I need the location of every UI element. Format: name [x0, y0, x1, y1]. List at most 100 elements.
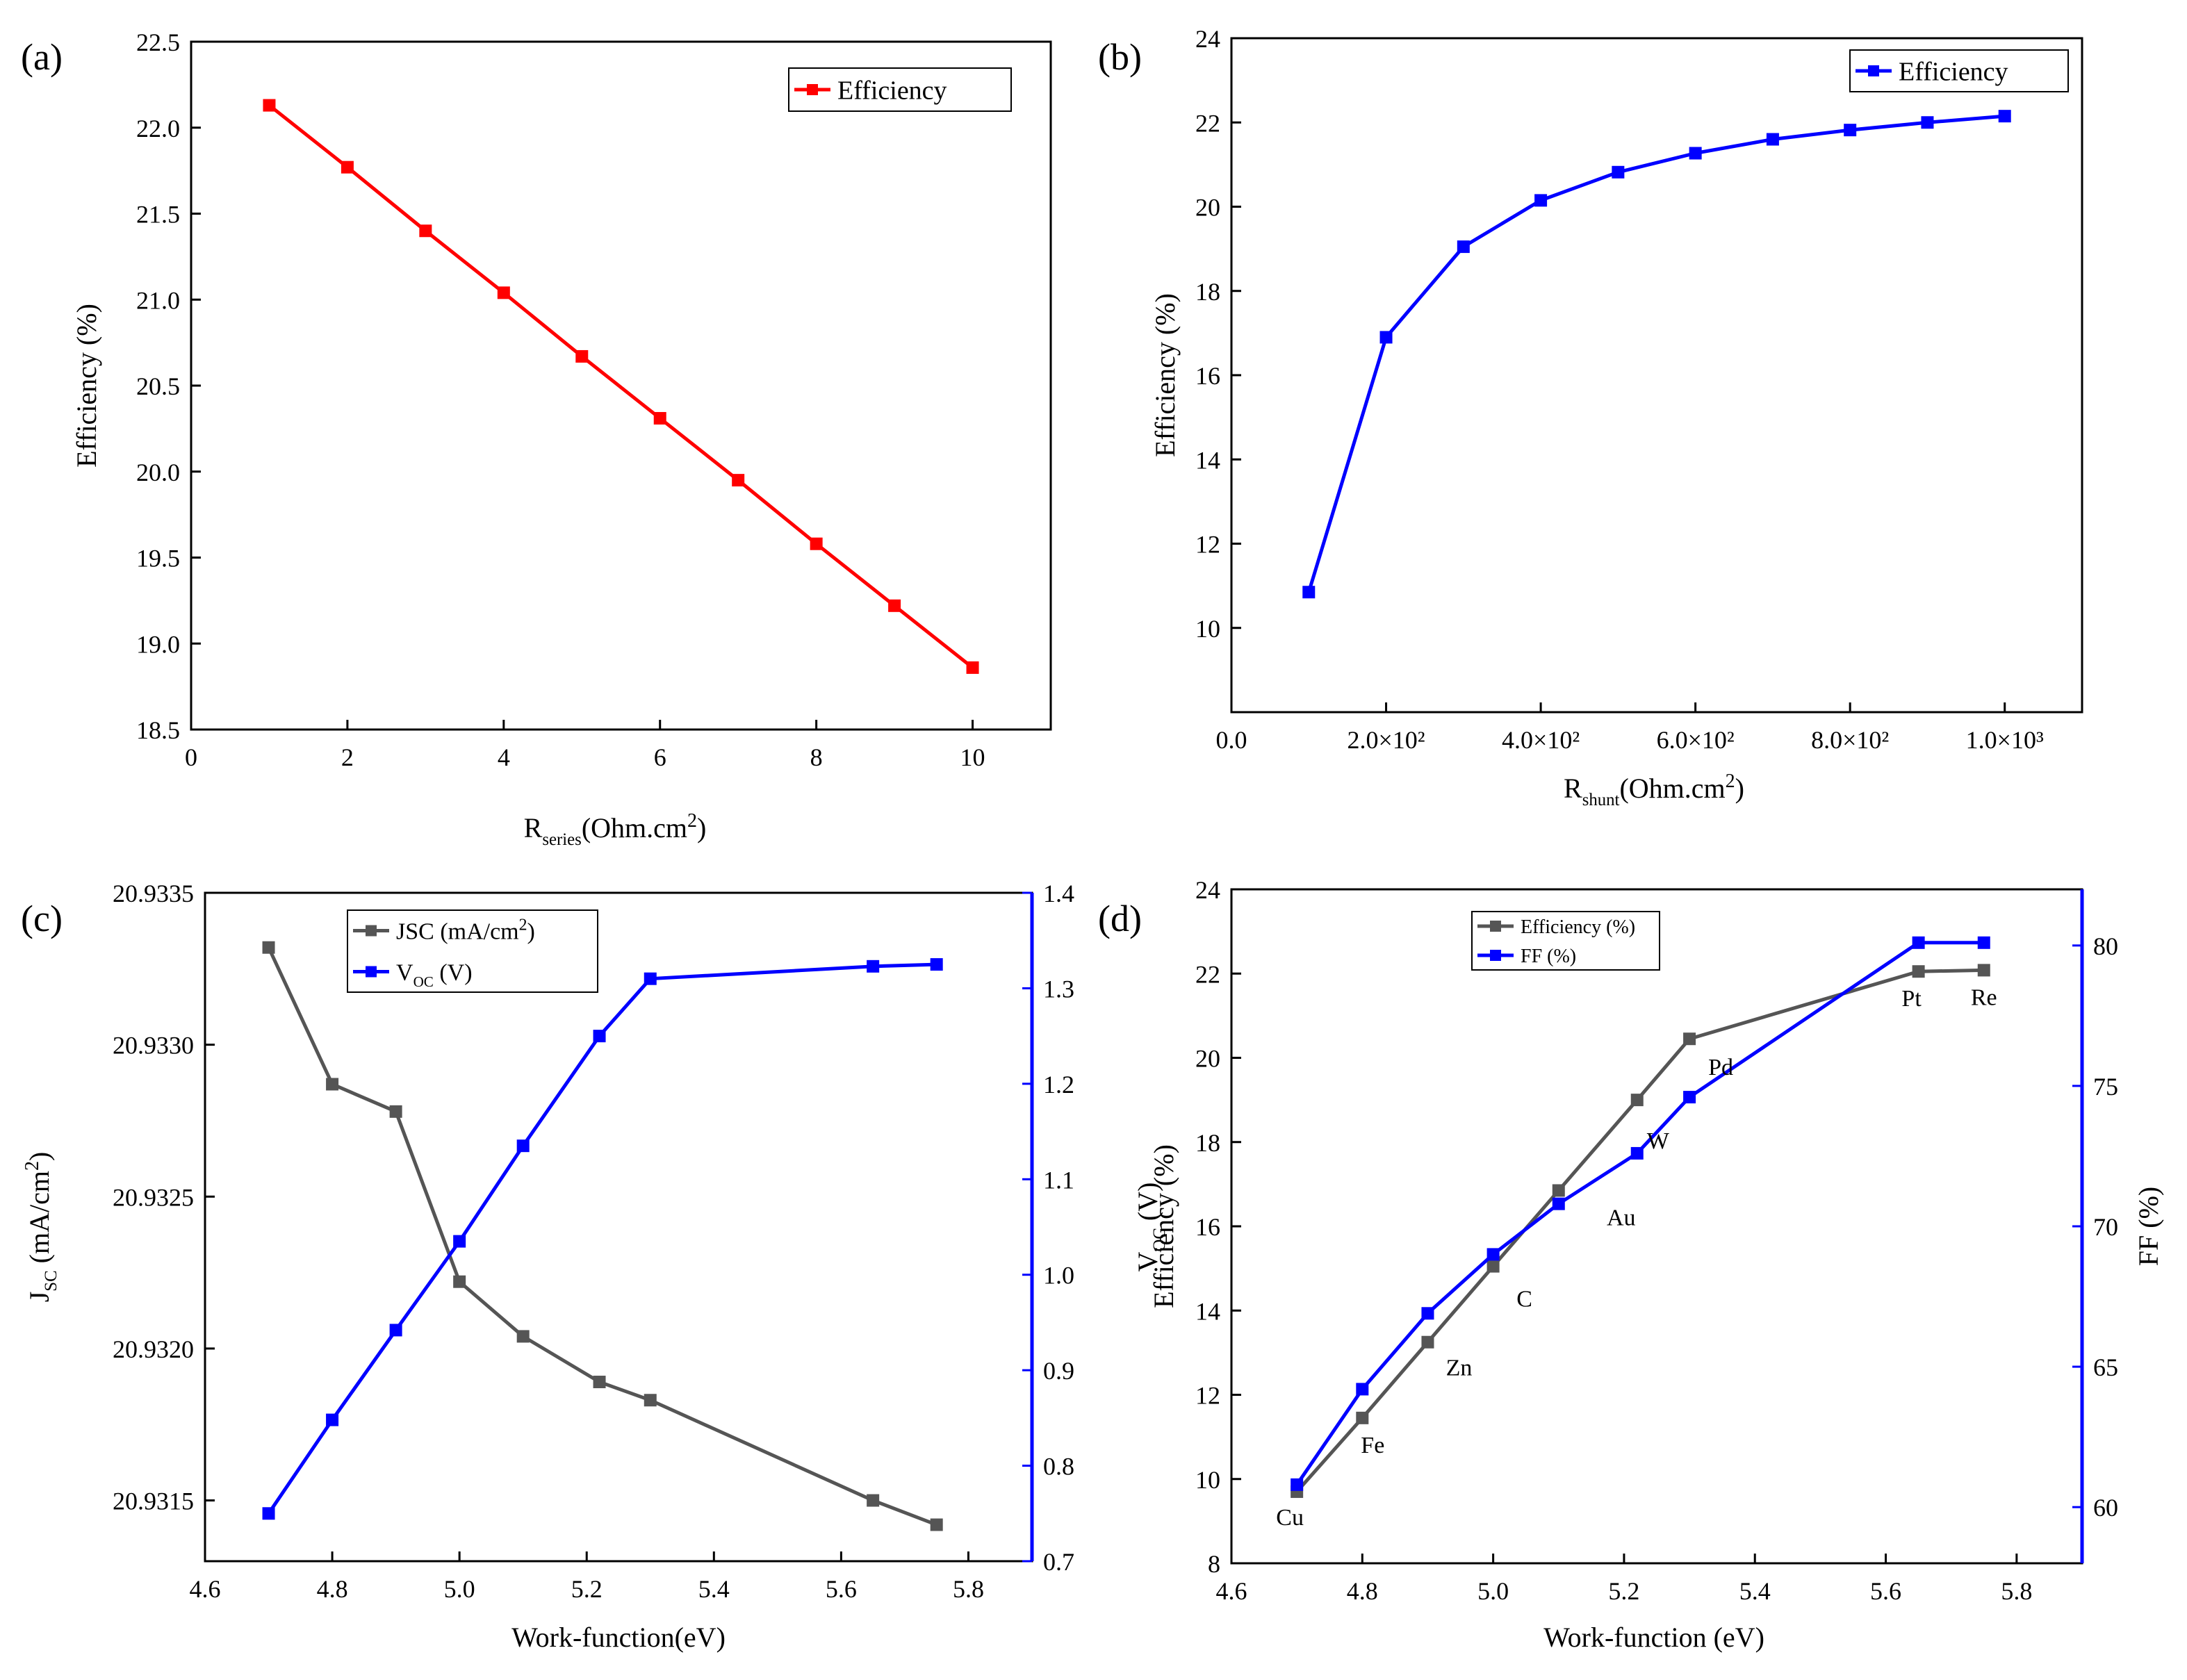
- y-tick-label: 65: [2093, 1353, 2118, 1381]
- y-axis-label-left-part: SC: [42, 1270, 60, 1291]
- y-tick-label: 19.5: [136, 545, 180, 573]
- efficiency-series-point: [1457, 240, 1470, 254]
- annotation-fe: Fe: [1361, 1433, 1384, 1458]
- efficiency-series-line: [1307, 114, 2005, 593]
- annotation-pt: Pt: [1901, 986, 1922, 1012]
- x-tick-label: 5.6: [826, 1575, 857, 1603]
- legend: [1471, 911, 1660, 971]
- efficiency-series-point: [1630, 1094, 1644, 1107]
- x-axis-label: Work-function (eV): [1543, 1622, 1764, 1653]
- ff-series-point: [1630, 1146, 1644, 1160]
- efficiency-series-point: [1552, 1184, 1565, 1197]
- voc-series-point: [516, 1139, 530, 1153]
- x-axis-label: Work-function(eV): [511, 1622, 726, 1653]
- panel-label: (a): [21, 36, 63, 78]
- jsc-series-point: [389, 1105, 402, 1118]
- x-tick-label: 0.0: [1216, 726, 1247, 754]
- y-tick-label: 21.5: [136, 201, 180, 229]
- x-axis-label: Rshunt(Ohm.cm2): [1564, 771, 1744, 809]
- y-tick-label: 10: [1195, 1466, 1220, 1494]
- x-axis-label: Rseries(Ohm.cm2): [524, 810, 707, 849]
- annotation-zn: Zn: [1446, 1356, 1473, 1381]
- legend: [347, 909, 598, 993]
- efficiency-series-point: [263, 99, 276, 112]
- x-tick-label: 4.8: [1347, 1577, 1378, 1605]
- x-axis-label-part: (Ohm.cm: [582, 812, 687, 843]
- efficiency-series-point: [1356, 1411, 1369, 1424]
- x-tick-label: 6.0×10²: [1657, 726, 1735, 754]
- y-tick-label: 0.8: [1043, 1453, 1074, 1481]
- efficiency-series-point: [732, 474, 745, 487]
- y-tick-label: 20: [1195, 194, 1220, 222]
- annotation-cu: Cu: [1276, 1505, 1304, 1531]
- x-tick-label: 4.8: [317, 1575, 348, 1603]
- legend-label-part: 2: [519, 916, 527, 934]
- efficiency-series-point: [1421, 1335, 1434, 1349]
- legend-marker: [366, 966, 377, 978]
- x-tick-label: 4.6: [1216, 1577, 1247, 1605]
- y-tick-label: 0.9: [1043, 1357, 1074, 1385]
- efficiency-series-point: [1302, 586, 1316, 599]
- efficiency-series-point: [1844, 124, 1857, 137]
- y-axis-label-left-part: ): [24, 1152, 55, 1161]
- x-tick-label: 4: [498, 743, 510, 771]
- y-tick-label: 22: [1195, 960, 1220, 988]
- legend-label: VOC (V): [396, 960, 473, 990]
- x-tick-label: 6: [654, 743, 666, 771]
- y-tick-label: 8: [1208, 1550, 1220, 1578]
- y-tick-label: 20.9325: [113, 1183, 194, 1211]
- voc-series-point: [644, 972, 657, 985]
- ff-series-point: [1683, 1091, 1696, 1104]
- y-tick-label: 20.0: [136, 459, 180, 486]
- x-tick-label: 0: [185, 743, 197, 771]
- x-tick-label: 5.4: [698, 1575, 730, 1603]
- y-tick-label: 20.9320: [113, 1335, 194, 1363]
- legend-label-part: ): [527, 919, 535, 944]
- y-tick-label: 0.7: [1043, 1548, 1074, 1576]
- x-tick-label: 5.8: [2001, 1577, 2032, 1605]
- ff-series-line: [1295, 941, 1984, 1486]
- x-tick-label: 5.8: [953, 1575, 984, 1603]
- efficiency-series-point: [497, 286, 510, 299]
- efficiency-series-point: [341, 160, 354, 174]
- legend-marker: [807, 84, 818, 95]
- efficiency-series-point: [653, 412, 666, 425]
- efficiency-series-point: [888, 599, 901, 612]
- x-tick-label: 2: [341, 743, 354, 771]
- x-tick-label: 5.0: [444, 1575, 475, 1603]
- y-tick-label: 19.0: [136, 630, 180, 658]
- y-tick-label: 1.1: [1043, 1166, 1074, 1194]
- efficiency-series-point: [1379, 331, 1393, 344]
- efficiency-series-point: [1977, 964, 1990, 977]
- x-tick-label: 5.2: [571, 1575, 603, 1603]
- plot-frame: [1230, 888, 2083, 1565]
- x-axis-label-part: R: [524, 812, 543, 843]
- y-tick-label: 16: [1195, 362, 1220, 390]
- jsc-series-point: [593, 1376, 606, 1389]
- efficiency-series-point: [1921, 116, 1934, 129]
- y-axis-label: Efficiency (%): [1149, 293, 1181, 457]
- efficiency-series-line: [1295, 968, 1984, 1493]
- efficiency-series-point: [1689, 147, 1702, 160]
- efficiency-series-line: [268, 104, 974, 669]
- ff-series-point: [1486, 1248, 1500, 1261]
- y-axis-label-right-part: (V): [1132, 1183, 1163, 1228]
- y-axis-label-left-part: (mA/cm: [24, 1171, 55, 1270]
- y-tick-label: 1.0: [1043, 1262, 1074, 1290]
- y-tick-label: 18: [1195, 1129, 1220, 1157]
- x-axis-label-part: R: [1564, 773, 1582, 804]
- efficiency-series-point: [1534, 194, 1548, 207]
- x-tick-label: 10: [960, 743, 985, 771]
- efficiency-series-point: [1766, 133, 1779, 146]
- y-tick-label: 70: [2093, 1213, 2118, 1241]
- y-tick-label: 16: [1195, 1213, 1220, 1241]
- x-tick-label: 2.0×10²: [1347, 726, 1425, 754]
- jsc-series-point: [930, 1518, 943, 1531]
- y-tick-label: 14: [1195, 446, 1220, 474]
- legend-label: JSC (mA/cm2): [396, 916, 535, 944]
- y-tick-label: 20.9335: [113, 880, 194, 907]
- ff-series-point: [1356, 1383, 1369, 1396]
- panel-a: 0 2 4 6 8 10 18.5 19.0 19.5 20.0 20.5 21.0 21.5 22.0 2…: [21, 28, 1052, 849]
- efficiency-series-point: [810, 537, 823, 550]
- legend-marker: [1868, 65, 1879, 76]
